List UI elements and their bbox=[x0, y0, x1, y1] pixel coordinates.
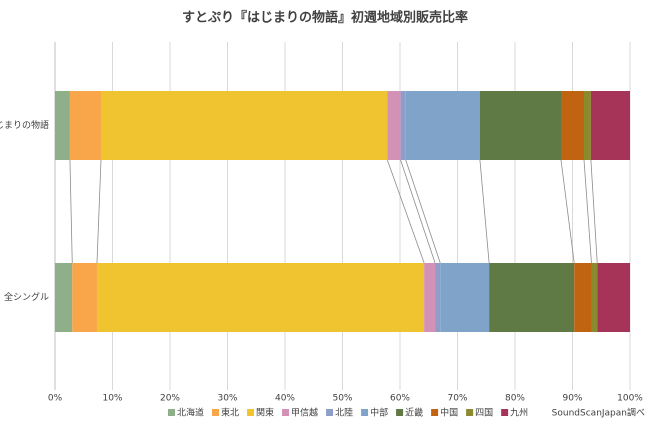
y-tick-label: 全シングル bbox=[4, 291, 49, 303]
bar-segment bbox=[405, 91, 480, 160]
x-tick-label: 60% bbox=[390, 394, 410, 404]
legend-swatch bbox=[326, 409, 334, 416]
x-tick-label: 0% bbox=[48, 394, 63, 404]
x-tick-label: 40% bbox=[275, 394, 295, 404]
bar-segment bbox=[55, 263, 73, 332]
legend-swatch bbox=[396, 409, 404, 416]
connector-line bbox=[400, 159, 436, 264]
connector-line bbox=[560, 159, 575, 264]
connector-line bbox=[69, 159, 73, 264]
bar-segment bbox=[489, 263, 575, 332]
legend-label: 甲信越 bbox=[291, 407, 318, 419]
legend-swatch bbox=[501, 409, 509, 416]
bar-segment bbox=[561, 91, 584, 160]
legend-label: 関東 bbox=[256, 407, 274, 419]
legend-swatch bbox=[466, 409, 474, 416]
legend-label: 四国 bbox=[475, 408, 493, 419]
bar-segment bbox=[72, 263, 97, 332]
bar-segment bbox=[69, 91, 101, 160]
source-note: SoundScanJapan調べ bbox=[552, 407, 645, 419]
bar-segment bbox=[424, 263, 436, 332]
bar-segment bbox=[96, 263, 425, 332]
legend-swatch bbox=[168, 409, 175, 416]
legend-label: 北陸 bbox=[335, 407, 353, 419]
x-tick-label: 80% bbox=[505, 394, 525, 404]
bar-segment bbox=[55, 91, 70, 160]
connector-line bbox=[479, 159, 490, 264]
legend-label: 近畿 bbox=[405, 407, 423, 419]
legend-label: 九州 bbox=[510, 408, 528, 419]
legend-swatch bbox=[212, 409, 220, 416]
bar-segment bbox=[387, 91, 401, 160]
bar-segment bbox=[101, 91, 388, 160]
legend-swatch bbox=[282, 409, 290, 416]
bar-segment bbox=[597, 263, 630, 332]
legend-swatch bbox=[431, 409, 439, 416]
bar-segment bbox=[440, 263, 490, 332]
legend-label: 東北 bbox=[221, 407, 239, 419]
bar-segment bbox=[590, 91, 630, 160]
bar-segment bbox=[400, 91, 406, 160]
legend-swatch bbox=[247, 409, 255, 416]
connector-line bbox=[405, 159, 441, 264]
bar-segment bbox=[479, 91, 561, 160]
connector-line bbox=[583, 159, 592, 264]
connector-line bbox=[386, 159, 425, 264]
x-tick-label: 100% bbox=[617, 394, 643, 404]
y-tick-label: はじまりの物語 bbox=[0, 119, 49, 131]
x-tick-label: 30% bbox=[217, 394, 237, 404]
connector-line bbox=[590, 159, 598, 264]
x-tick-label: 90% bbox=[562, 394, 582, 404]
legend-swatch bbox=[361, 409, 369, 416]
connector-line bbox=[96, 159, 102, 264]
bar-segment bbox=[584, 91, 591, 160]
legend-label: 北海道 bbox=[177, 407, 204, 419]
x-tick-label: 20% bbox=[160, 394, 180, 404]
chart-title: すとぷり『はじまりの物語』初週地域別販売比率 bbox=[182, 10, 468, 26]
legend-label: 中国 bbox=[440, 407, 458, 419]
legend-label: 中部 bbox=[370, 407, 388, 419]
bar-segment bbox=[574, 263, 592, 332]
x-tick-label: 50% bbox=[332, 394, 352, 404]
x-tick-label: 70% bbox=[447, 394, 467, 404]
bar-segment bbox=[591, 263, 598, 332]
bar-segment bbox=[435, 263, 441, 332]
x-tick-label: 10% bbox=[102, 394, 122, 404]
